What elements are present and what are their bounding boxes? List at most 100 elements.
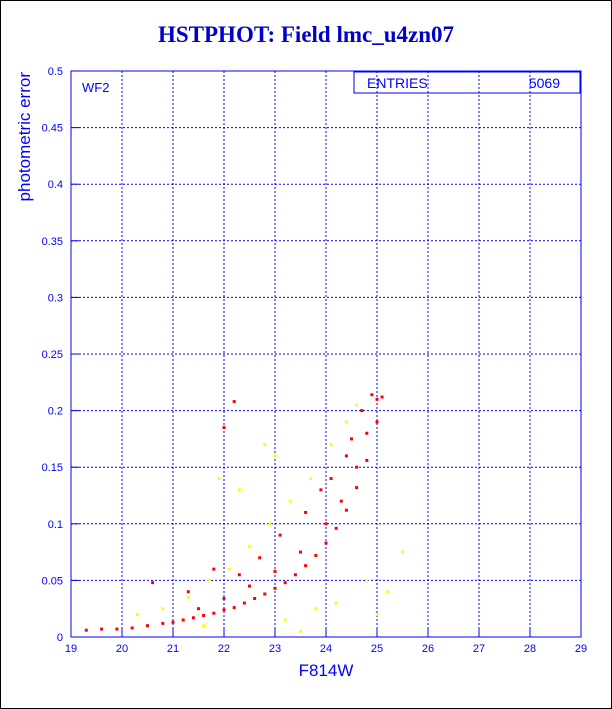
data-point xyxy=(344,454,348,458)
data-point xyxy=(273,586,277,590)
data-point xyxy=(207,578,211,582)
data-point xyxy=(115,627,119,631)
data-point xyxy=(339,499,343,503)
data-point xyxy=(217,477,221,481)
data-point xyxy=(212,611,216,615)
data-point xyxy=(329,443,333,447)
data-point xyxy=(197,607,200,611)
data-point xyxy=(334,526,338,530)
data-point xyxy=(232,400,236,404)
data-point xyxy=(314,553,318,557)
data-point xyxy=(314,607,318,611)
data-point xyxy=(227,567,231,571)
data-points xyxy=(84,393,404,633)
data-point xyxy=(350,437,353,441)
data-point xyxy=(355,403,359,407)
y-tick-label: 0.25 xyxy=(42,349,63,361)
data-point xyxy=(278,533,282,537)
data-point xyxy=(365,578,369,582)
y-tick-label: 0.3 xyxy=(48,292,63,304)
data-point xyxy=(151,581,155,585)
data-point xyxy=(186,590,190,594)
data-point xyxy=(222,426,226,430)
data-point xyxy=(401,550,404,554)
data-point xyxy=(329,477,333,481)
data-point xyxy=(232,606,236,610)
x-tick-label: 22 xyxy=(218,643,230,655)
x-tick-label: 19 xyxy=(65,643,77,655)
data-point xyxy=(186,595,190,599)
data-point xyxy=(299,550,302,554)
stats-box xyxy=(353,71,581,94)
data-point xyxy=(202,613,206,617)
y-tick-label: 0.2 xyxy=(48,406,63,418)
x-tick-label: 28 xyxy=(524,643,536,655)
data-point xyxy=(283,618,287,622)
data-point xyxy=(375,397,379,401)
y-tick-label: 0.1 xyxy=(48,519,63,531)
data-point xyxy=(375,420,379,424)
y-tick-label: 0.5 xyxy=(48,66,63,78)
data-point xyxy=(135,612,139,616)
data-point xyxy=(304,510,308,514)
data-point xyxy=(171,620,175,624)
data-point xyxy=(380,395,384,399)
data-point xyxy=(370,393,374,397)
x-axis-label: F814W xyxy=(299,661,354,680)
x-tick-label: 24 xyxy=(320,643,332,655)
panel-label: WF2 xyxy=(82,80,109,95)
data-point xyxy=(146,624,149,628)
data-point xyxy=(355,465,359,469)
data-point xyxy=(248,544,251,548)
data-point xyxy=(181,618,185,622)
data-point xyxy=(263,443,267,447)
x-tick-label: 23 xyxy=(269,643,281,655)
x-tick-label: 26 xyxy=(422,643,434,655)
data-point xyxy=(100,627,104,631)
data-point xyxy=(344,508,348,512)
data-point xyxy=(268,522,272,526)
data-point xyxy=(161,607,165,611)
y-axis-ticks: 0 0.05 0.1 0.15 0.2 0.25 0.3 0.35 0.4 0.45 0.5 xyxy=(42,66,79,644)
data-point xyxy=(344,420,348,424)
grid-lines xyxy=(71,71,581,637)
data-point xyxy=(375,612,379,616)
chart-title: HSTPHOT: Field lmc_u4zn07 xyxy=(157,22,455,47)
data-point xyxy=(299,629,302,633)
data-point xyxy=(273,454,277,458)
data-point xyxy=(237,488,241,492)
data-point xyxy=(385,590,389,594)
y-axis-label: photometric error xyxy=(15,72,34,202)
x-axis-ticks: 19 20 21 22 23 24 25 26 27 28 29 xyxy=(65,629,587,655)
data-point xyxy=(319,488,323,492)
data-point xyxy=(222,608,226,612)
y-tick-label: 0.4 xyxy=(48,179,63,191)
y-tick-label: 0.05 xyxy=(42,575,63,587)
data-point xyxy=(161,621,165,625)
x-tick-label: 27 xyxy=(473,643,485,655)
data-point xyxy=(242,601,246,605)
data-point xyxy=(84,628,88,632)
data-point xyxy=(309,477,313,481)
data-point xyxy=(202,624,206,628)
data-point xyxy=(222,597,226,601)
data-point xyxy=(273,569,277,573)
stats-entries-label: ENTRIES xyxy=(367,75,428,91)
x-tick-label: 29 xyxy=(575,643,587,655)
data-point xyxy=(355,486,359,490)
y-tick-label: 0.15 xyxy=(42,462,63,474)
data-point xyxy=(263,592,267,596)
data-point xyxy=(253,597,257,601)
data-point xyxy=(304,564,308,568)
data-point xyxy=(288,499,292,503)
data-point xyxy=(324,541,328,545)
data-point xyxy=(237,573,241,577)
y-tick-label: 0 xyxy=(57,632,63,644)
data-point xyxy=(130,626,134,630)
data-point xyxy=(191,616,195,620)
data-point xyxy=(360,409,364,413)
x-tick-label: 25 xyxy=(371,643,383,655)
data-point xyxy=(212,567,216,571)
data-point xyxy=(334,601,338,605)
